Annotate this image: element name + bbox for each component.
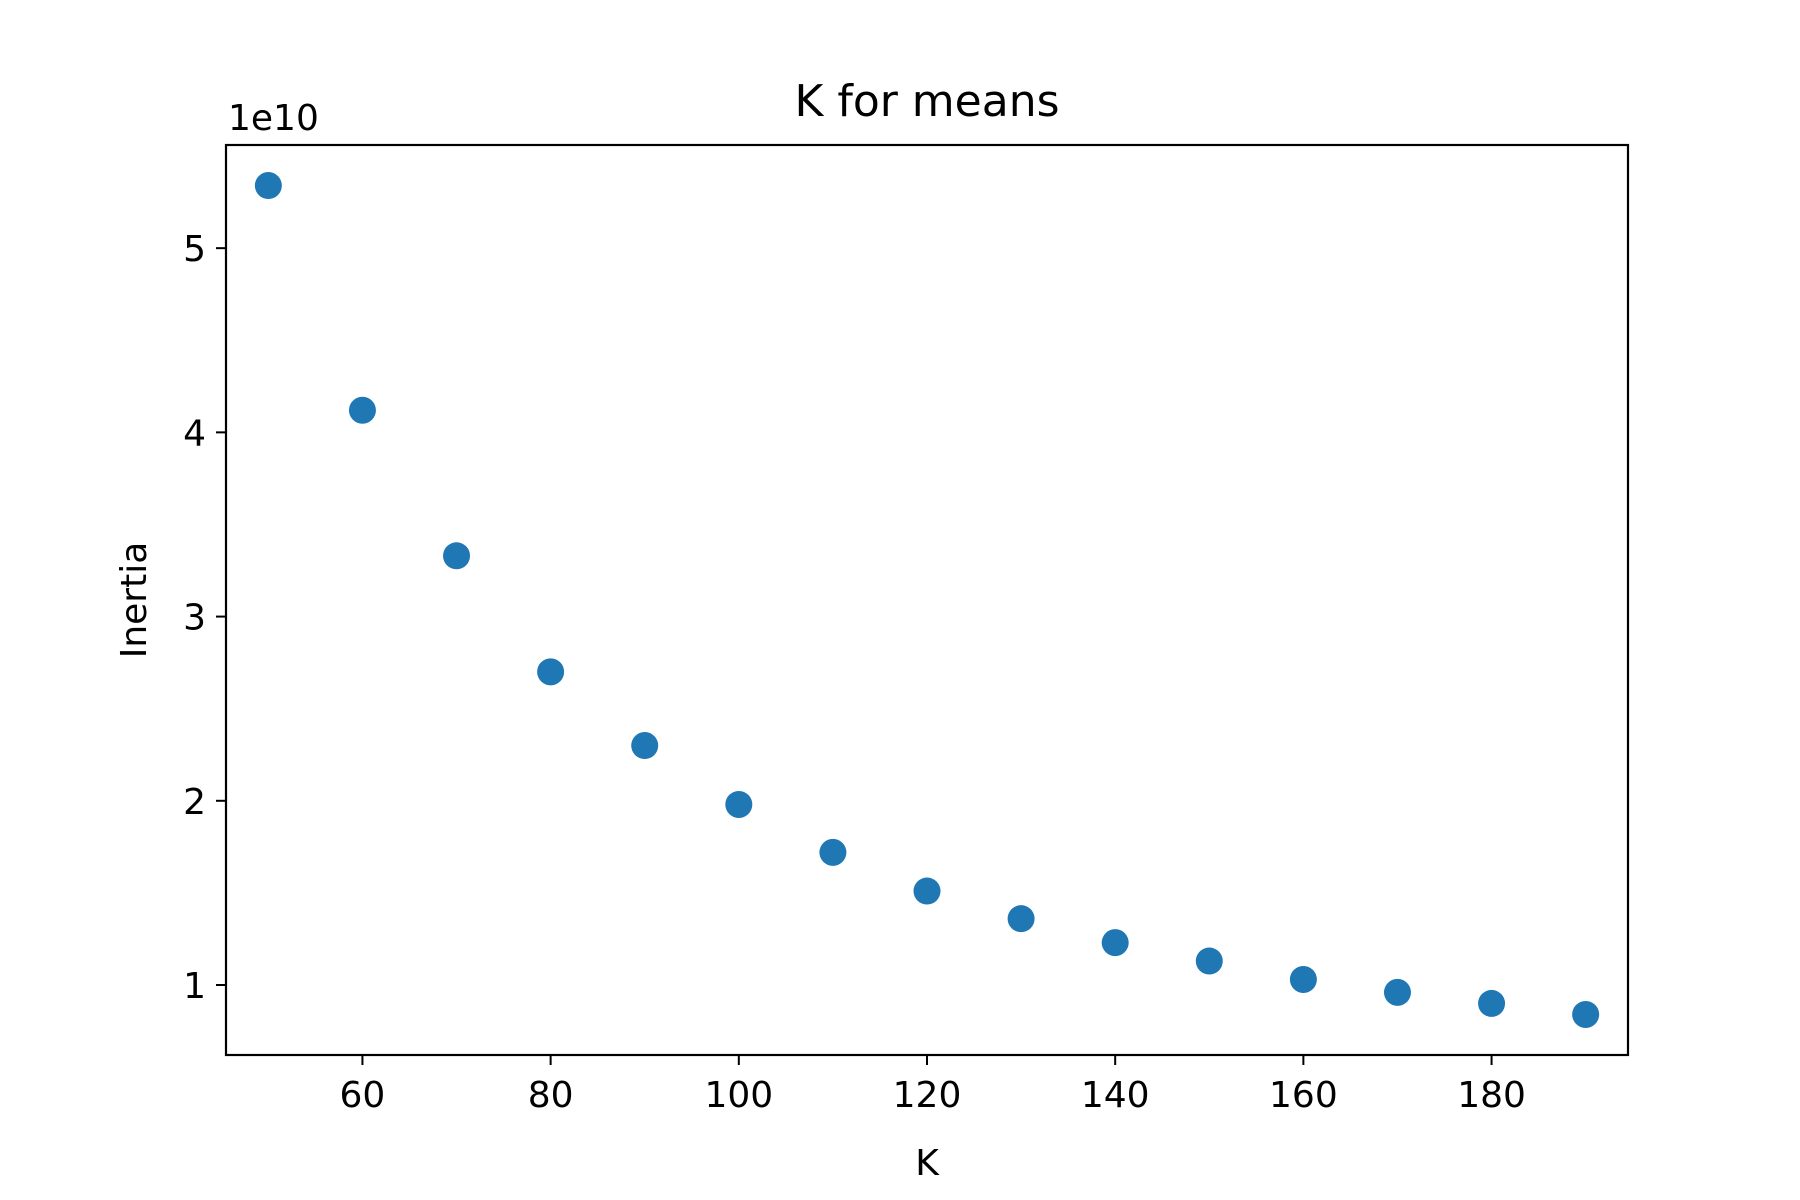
y-tick-label: 5 <box>183 229 206 270</box>
x-tick-label: 80 <box>528 1075 574 1116</box>
chart-title: K for means <box>794 76 1059 127</box>
y-axis-offset-label: 1e10 <box>228 98 319 139</box>
data-point-120 <box>913 877 941 905</box>
data-point-190 <box>1572 1000 1600 1028</box>
data-point-160 <box>1289 965 1317 993</box>
x-tick-label: 180 <box>1457 1075 1526 1116</box>
x-tick-label: 120 <box>893 1075 962 1116</box>
y-axis-ticks: 1 2 3 4 5 <box>183 229 226 1007</box>
data-point-50 <box>254 172 282 200</box>
data-point-170 <box>1383 978 1411 1006</box>
plot-area-frame <box>224 143 1630 1057</box>
data-point-110 <box>819 838 847 866</box>
data-point-180 <box>1478 989 1506 1017</box>
y-tick-label: 1 <box>183 966 206 1007</box>
data-point-90 <box>631 732 659 760</box>
y-tick-label: 2 <box>183 782 206 823</box>
data-point-60 <box>348 396 376 424</box>
data-point-150 <box>1195 947 1223 975</box>
data-point-80 <box>537 658 565 686</box>
data-point-70 <box>443 542 471 570</box>
data-point-140 <box>1101 929 1129 957</box>
x-tick-label: 60 <box>340 1075 386 1116</box>
data-point-100 <box>725 790 753 818</box>
y-tick-label: 3 <box>183 598 206 639</box>
x-tick-label: 100 <box>704 1075 773 1116</box>
y-tick-label: 4 <box>183 413 206 454</box>
x-tick-label: 140 <box>1081 1075 1150 1116</box>
data-point-130 <box>1007 905 1035 933</box>
x-tick-label: 160 <box>1269 1075 1338 1116</box>
data-points <box>254 172 1600 1028</box>
x-axis-ticks: 60 80 100 120 140 160 180 <box>340 1055 1526 1116</box>
x-axis-label: K <box>915 1143 940 1184</box>
y-axis-label: Inertia <box>114 542 155 659</box>
